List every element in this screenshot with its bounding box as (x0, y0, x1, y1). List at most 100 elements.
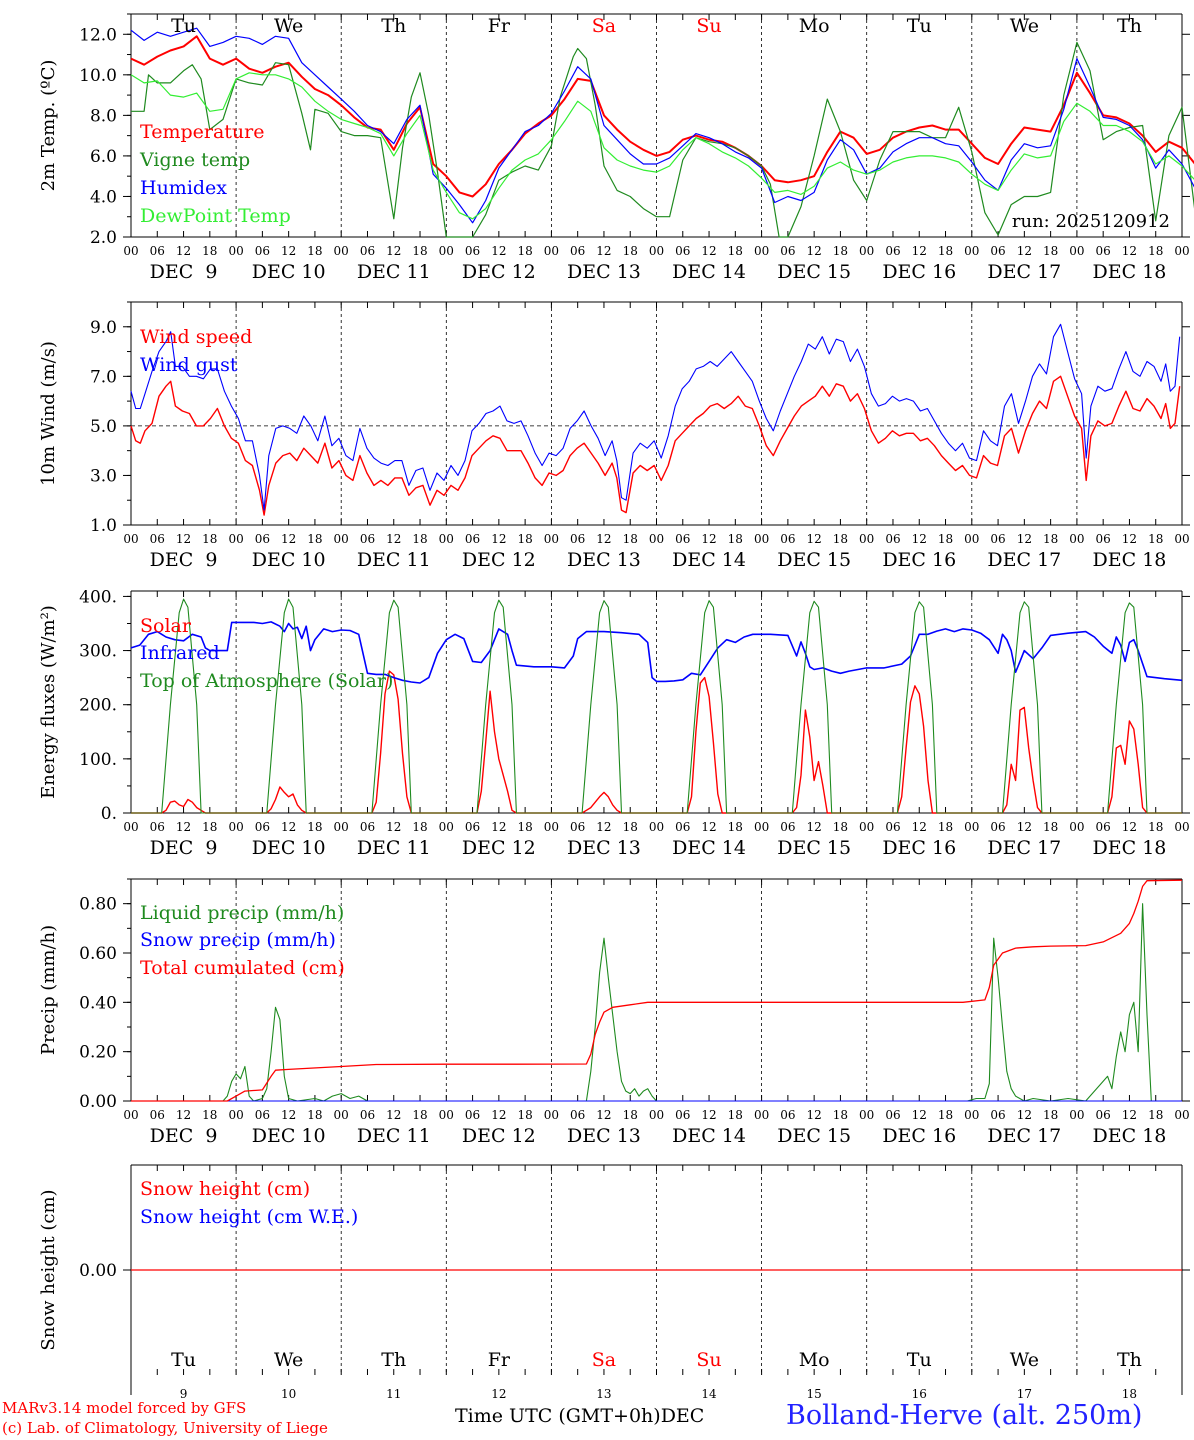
legend-entry: Vigne temp (139, 149, 250, 171)
y-tick-label: 9.0 (90, 318, 117, 338)
hour-tick-label: 06 (360, 1108, 375, 1122)
hour-tick-label: 06 (780, 532, 795, 546)
hour-tick-label: 06 (675, 244, 690, 258)
hour-tick-label: 18 (1043, 1108, 1058, 1122)
hour-tick-label: 00 (544, 244, 559, 258)
hour-tick-label: 06 (990, 532, 1005, 546)
y-tick-label: 400. (79, 587, 117, 607)
hour-tick-label: 18 (1043, 244, 1058, 258)
weekday-label-top: Fr (488, 15, 511, 37)
hour-tick-label: 18 (728, 532, 743, 546)
hour-tick-label: 00 (228, 244, 243, 258)
hour-tick-label: 00 (649, 244, 664, 258)
day-number: 10 (281, 1387, 296, 1401)
series-line-infrared (130, 621, 1183, 684)
day-label: DEC 13 (567, 549, 641, 571)
weekday-label-top: We (1010, 15, 1039, 37)
day-label: DEC 14 (672, 261, 746, 283)
weekday-label-bottom: Tu (171, 1349, 196, 1371)
day-label: DEC 16 (882, 261, 956, 283)
hour-tick-label: 18 (623, 244, 638, 258)
day-label: DEC 16 (882, 1125, 956, 1147)
y-tick-label: 0.20 (79, 1043, 117, 1063)
hour-tick-label: 18 (307, 532, 322, 546)
hour-tick-label: 06 (570, 1108, 585, 1122)
y-axis-title: Snow height (cm) (38, 1189, 59, 1350)
y-tick-label: 0.00 (79, 1261, 117, 1281)
hour-tick-label: 00 (439, 532, 454, 546)
legend-entry: Infrared (140, 642, 220, 664)
hour-tick-label: 12 (807, 244, 822, 258)
hour-tick-label: 06 (465, 244, 480, 258)
day-label: DEC 17 (987, 1125, 1061, 1147)
hour-tick-label: 18 (1148, 820, 1163, 834)
hour-tick-label: 00 (1174, 244, 1189, 258)
hour-tick-label: 00 (754, 1108, 769, 1122)
series-line-top-of-atmosphere-solar- (131, 598, 1182, 814)
hour-tick-label: 18 (728, 820, 743, 834)
day-label: DEC 10 (252, 1125, 326, 1147)
hour-tick-label: 12 (1017, 820, 1032, 834)
hour-tick-label: 18 (412, 532, 427, 546)
hour-tick-label: 06 (1096, 1108, 1111, 1122)
legend-entry: Wind speed (140, 326, 252, 348)
hour-tick-label: 00 (1174, 820, 1189, 834)
day-label: DEC 14 (672, 1125, 746, 1147)
day-label: DEC 9 (150, 261, 218, 283)
hour-tick-label: 06 (990, 820, 1005, 834)
hour-tick-label: 12 (912, 532, 927, 546)
hour-tick-label: 18 (1043, 532, 1058, 546)
y-tick-label: 0. (101, 804, 117, 824)
panel-3: 00 06 12 18 00 06 12 18 00 06 12 18 00 06 12 18 00 06 12 18… (38, 587, 1190, 859)
hour-tick-label: 06 (990, 1108, 1005, 1122)
series-line-solar (131, 670, 1182, 814)
hour-tick-label: 12 (912, 244, 927, 258)
hour-tick-label: 18 (307, 820, 322, 834)
hour-tick-label: 12 (807, 1108, 822, 1122)
y-axis-title: Precip (mm/h) (38, 925, 59, 1055)
hour-tick-label: 18 (623, 820, 638, 834)
hour-tick-label: 00 (123, 1108, 138, 1122)
hour-tick-label: 00 (859, 244, 874, 258)
hour-tick-label: 12 (281, 820, 296, 834)
hour-tick-label: 00 (859, 820, 874, 834)
hour-tick-label: 18 (517, 820, 532, 834)
hour-tick-label: 06 (360, 244, 375, 258)
hour-tick-label: 12 (491, 244, 506, 258)
weekday-label-bottom: We (1010, 1349, 1039, 1371)
hour-tick-label: 18 (623, 1108, 638, 1122)
panel-4: 00 06 12 18 00 06 12 18 00 06 12 18 00 06 12 18 00 06 12 18… (38, 878, 1190, 1147)
day-number: 15 (807, 1387, 822, 1401)
hour-tick-label: 00 (649, 532, 664, 546)
hour-tick-label: 12 (701, 244, 716, 258)
hour-tick-label: 12 (1017, 1108, 1032, 1122)
hour-tick-label: 00 (859, 1108, 874, 1122)
weekday-label-bottom: Tu (907, 1349, 932, 1371)
day-label: DEC 16 (882, 837, 956, 859)
day-label: DEC 10 (252, 837, 326, 859)
hour-tick-label: 06 (465, 820, 480, 834)
weekday-label-top: Th (381, 15, 406, 37)
hour-tick-label: 06 (465, 532, 480, 546)
hour-tick-label: 18 (202, 532, 217, 546)
y-tick-label: 0.80 (79, 895, 117, 915)
run-label: run: 2025120912 (1012, 211, 1170, 232)
y-axis-title: Energy fluxes (W/m²) (38, 605, 59, 799)
hour-tick-label: 12 (596, 1108, 611, 1122)
weekday-label-bottom: Mo (799, 1349, 830, 1371)
hour-tick-label: 00 (544, 820, 559, 834)
hour-tick-label: 12 (386, 1108, 401, 1122)
hour-tick-label: 06 (570, 532, 585, 546)
day-number: 12 (491, 1387, 506, 1401)
y-tick-label: 0.40 (79, 993, 117, 1013)
hour-tick-label: 00 (439, 820, 454, 834)
hour-tick-label: 00 (859, 532, 874, 546)
day-label: DEC 11 (357, 837, 431, 859)
hour-tick-label: 06 (780, 820, 795, 834)
hour-tick-label: 12 (807, 820, 822, 834)
hour-tick-label: 18 (1148, 244, 1163, 258)
day-label: DEC 15 (777, 549, 851, 571)
series-line-wind-gust (130, 323, 1181, 511)
hour-tick-label: 18 (833, 1108, 848, 1122)
hour-tick-label: 00 (754, 820, 769, 834)
